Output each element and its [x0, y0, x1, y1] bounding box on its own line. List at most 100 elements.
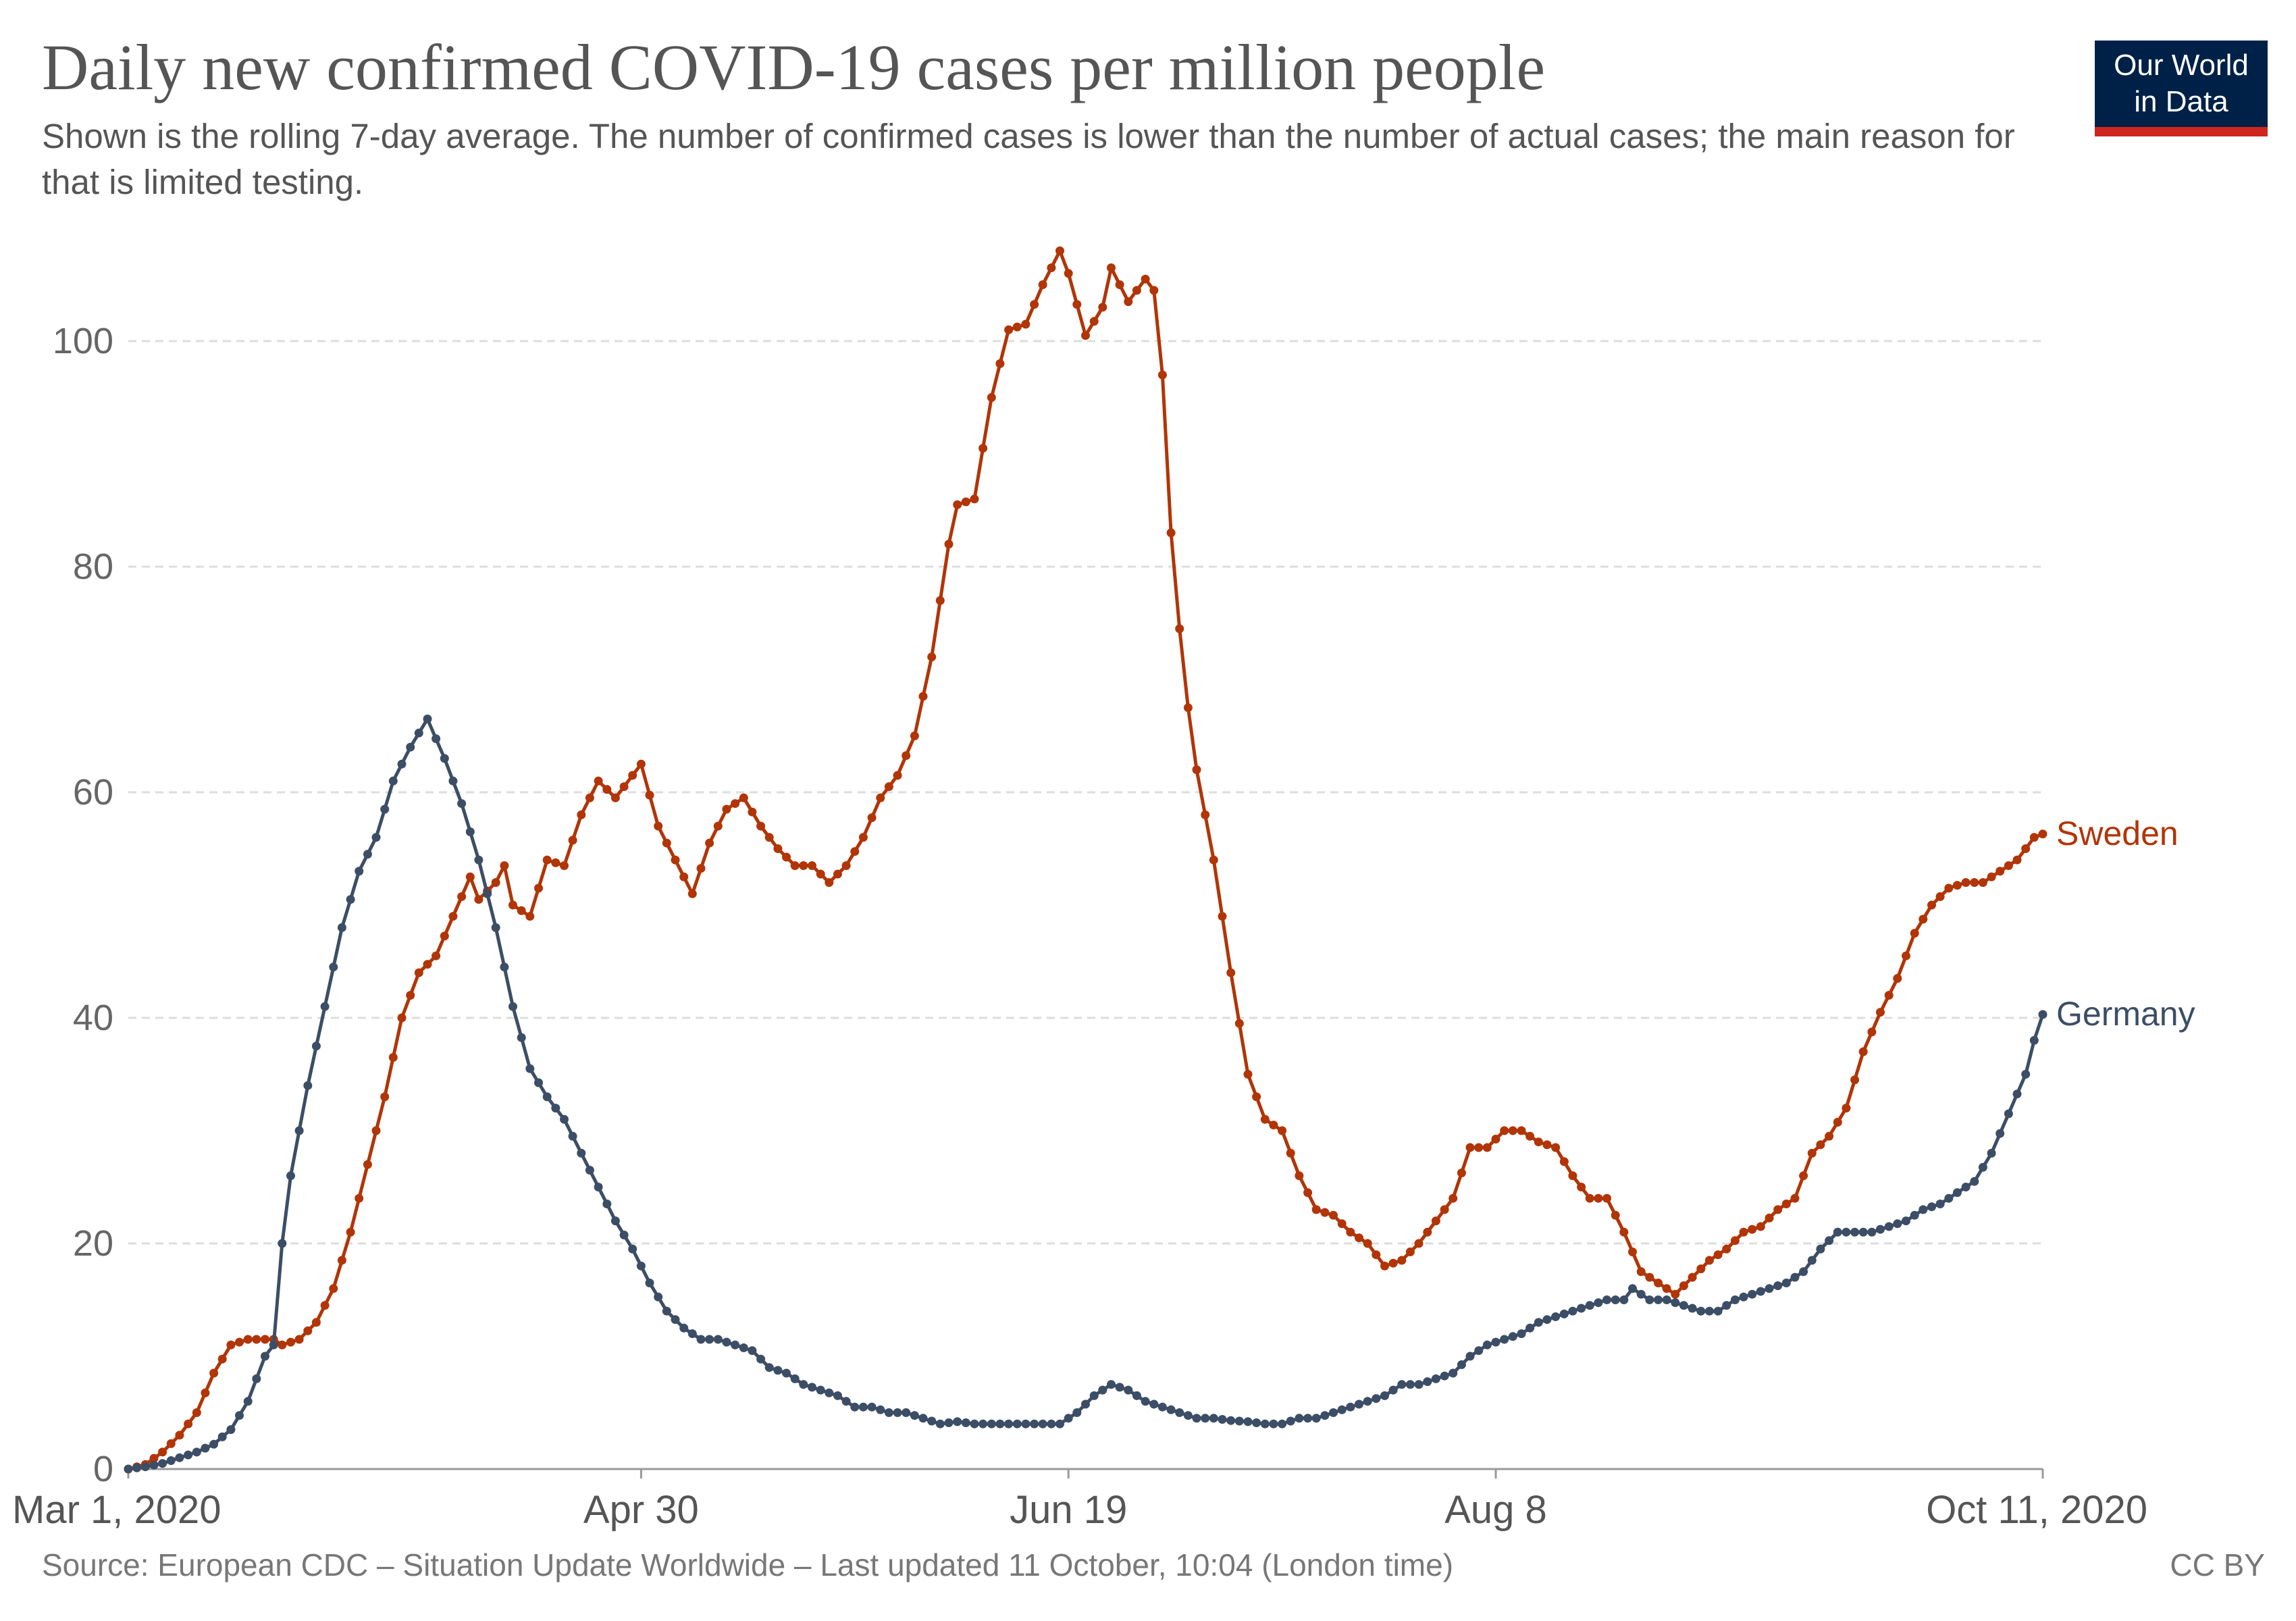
data-point-sweden: [1166, 528, 1176, 538]
data-point-sweden: [808, 861, 816, 871]
data-point-sweden: [525, 912, 535, 921]
data-point-sweden: [1748, 1225, 1757, 1234]
data-point-germany: [1799, 1267, 1808, 1277]
data-point-germany: [1654, 1295, 1663, 1304]
data-point-germany: [2004, 1109, 2013, 1118]
data-point-sweden: [628, 771, 637, 780]
data-point-germany: [1414, 1380, 1424, 1389]
data-point-sweden: [1081, 331, 1090, 340]
data-point-sweden: [363, 1160, 372, 1169]
data-point-sweden: [294, 1335, 304, 1344]
data-point-germany: [1730, 1295, 1740, 1304]
data-point-sweden: [329, 1284, 338, 1293]
license-link[interactable]: CC BY: [2170, 1547, 2265, 1583]
data-point-sweden: [1141, 274, 1150, 284]
gridlines: [128, 340, 2043, 1245]
data-point-sweden: [594, 776, 603, 786]
data-point-sweden: [1372, 1250, 1381, 1260]
data-point-germany: [1645, 1295, 1654, 1304]
data-point-sweden: [243, 1335, 253, 1344]
data-point-germany: [1619, 1295, 1629, 1304]
data-point-sweden: [867, 813, 877, 823]
data-point-sweden: [175, 1431, 184, 1440]
data-point-sweden: [1987, 872, 1996, 881]
data-point-sweden: [1508, 1126, 1517, 1135]
data-point-sweden: [1405, 1247, 1415, 1256]
data-point-sweden: [1431, 1216, 1440, 1226]
data-point-sweden: [1730, 1236, 1740, 1245]
x-tick-label: Oct 11, 2020: [1926, 1488, 2147, 1532]
owid-logo[interactable]: Our World in Data: [2095, 41, 2268, 136]
data-point-germany: [1141, 1397, 1150, 1406]
data-point-germany: [953, 1417, 962, 1426]
data-point-germany: [1405, 1380, 1415, 1389]
data-point-sweden: [577, 810, 586, 819]
data-point-germany: [1910, 1210, 1919, 1220]
data-point-sweden: [1645, 1272, 1654, 1282]
data-point-sweden: [876, 793, 885, 802]
data-point-germany: [1525, 1323, 1535, 1333]
data-point-sweden: [764, 833, 774, 842]
data-point-germany: [149, 1460, 159, 1470]
data-point-germany: [705, 1335, 714, 1344]
data-point-sweden: [1739, 1227, 1748, 1237]
data-point-germany: [1628, 1284, 1637, 1293]
data-point-germany: [1234, 1416, 1244, 1426]
data-point-sweden: [2004, 861, 2013, 871]
data-point-sweden: [1355, 1233, 1363, 1243]
data-point-germany: [235, 1411, 244, 1420]
data-point-sweden: [1902, 951, 1910, 960]
data-point-germany: [483, 889, 492, 898]
data-point-sweden: [1935, 892, 1945, 901]
data-point-germany: [671, 1315, 680, 1324]
data-point-germany: [140, 1462, 150, 1472]
data-point-germany: [406, 742, 415, 752]
data-point-sweden: [739, 793, 748, 802]
data-point-sweden: [1115, 280, 1124, 289]
data-point-sweden: [184, 1419, 193, 1429]
series-labels: Sweden Germany: [2056, 815, 2195, 1033]
data-point-sweden: [1004, 325, 1014, 334]
data-point-germany: [816, 1385, 825, 1395]
data-point-sweden: [1226, 968, 1236, 977]
data-point-germany: [124, 1464, 133, 1474]
data-point-sweden: [1192, 765, 1201, 775]
data-point-sweden: [850, 847, 860, 856]
data-point-sweden: [1491, 1135, 1501, 1143]
data-point-germany: [500, 962, 509, 972]
data-point-germany: [355, 867, 364, 876]
data-point-sweden: [457, 892, 467, 901]
data-point-sweden: [414, 968, 423, 977]
data-point-germany: [551, 1104, 560, 1113]
data-point-germany: [175, 1453, 184, 1462]
data-point-germany: [1423, 1377, 1432, 1387]
data-point-sweden: [705, 838, 714, 848]
data-point-sweden: [2038, 829, 2047, 839]
data-point-germany: [628, 1244, 637, 1254]
data-point-sweden: [286, 1337, 295, 1347]
data-point-germany: [1585, 1301, 1594, 1310]
data-point-germany: [1149, 1399, 1159, 1409]
data-point-germany: [2038, 1010, 2047, 1019]
data-point-germany: [201, 1443, 210, 1453]
data-point-sweden: [252, 1335, 261, 1344]
data-point-sweden: [568, 835, 577, 845]
data-point-sweden: [1542, 1140, 1552, 1150]
data-point-germany: [1329, 1408, 1338, 1417]
source-note[interactable]: Source: European CDC – Situation Update …: [42, 1547, 1454, 1583]
data-point-germany: [261, 1352, 269, 1361]
data-point-sweden: [261, 1335, 269, 1344]
data-point-sweden: [833, 869, 842, 879]
data-point-germany: [927, 1416, 937, 1426]
data-point-germany: [1884, 1222, 1894, 1231]
y-tick-label-100: 100: [53, 321, 113, 361]
data-point-sweden: [1525, 1131, 1535, 1141]
data-point-germany: [1594, 1298, 1603, 1308]
data-point-sweden: [1713, 1250, 1723, 1260]
data-point-germany: [1449, 1368, 1458, 1378]
data-point-sweden: [1295, 1171, 1304, 1181]
data-point-sweden: [858, 833, 868, 842]
data-point-germany: [1935, 1200, 1945, 1208]
data-point-sweden: [1807, 1148, 1817, 1158]
data-point-sweden: [910, 731, 919, 740]
